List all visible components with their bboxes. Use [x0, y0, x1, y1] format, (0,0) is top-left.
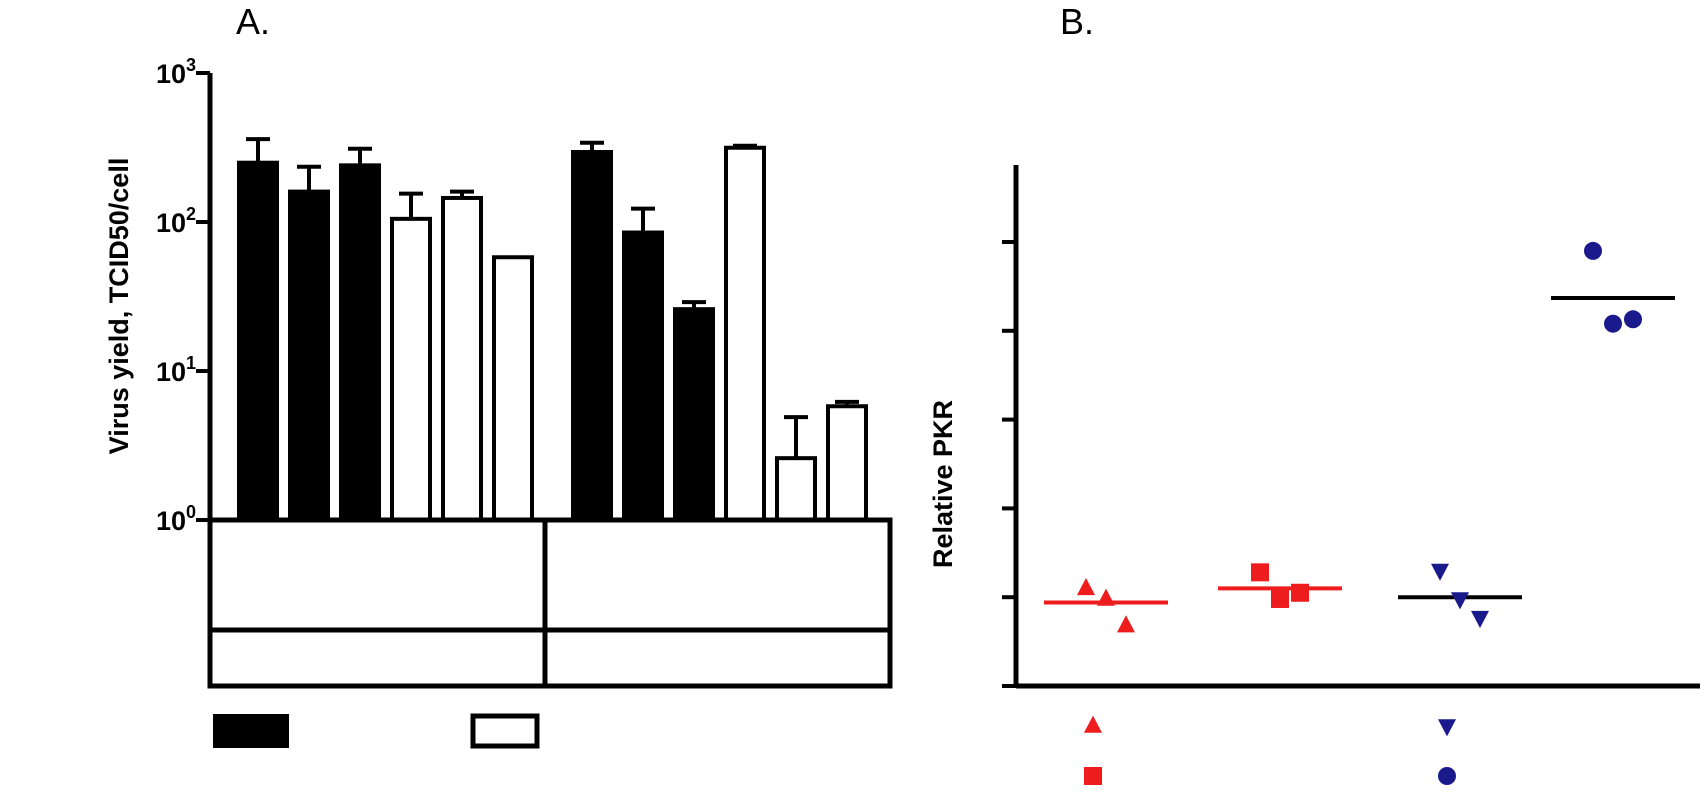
bar-group [622, 206, 664, 523]
bar [571, 149, 613, 522]
data-point [1097, 588, 1115, 606]
bar-group [492, 255, 534, 522]
panel-a-y-tick-base: 10 [156, 506, 186, 536]
panel-a-legend [213, 713, 540, 749]
scatter-group [1551, 241, 1675, 333]
panel-a-y-tick-exponent: 2 [186, 204, 196, 224]
panel-a-y-tick-exponent: 3 [186, 55, 196, 75]
panel-b-y-axis-label: Relative PKR [928, 400, 958, 568]
bar-group [571, 140, 613, 522]
legend-marker [1084, 767, 1102, 785]
scatter-group [1218, 563, 1342, 608]
bar-group [441, 189, 483, 522]
bar-group [673, 300, 715, 522]
legend-marker [1084, 715, 1102, 733]
bar [673, 307, 715, 522]
panel-b-legend [1084, 715, 1456, 785]
panel-a-condition-table [207, 517, 893, 689]
panel-a-y-tick-label: 103 [156, 55, 196, 89]
bar-group [775, 415, 817, 523]
data-point [1431, 563, 1449, 581]
scatter-group [1044, 577, 1168, 633]
data-point [1077, 577, 1095, 596]
panel-b: B. Relative PKR [928, 1, 1700, 785]
bar [492, 255, 534, 522]
panel-a-label: A. [236, 1, 270, 42]
bar [390, 216, 432, 522]
panel-a-y-tick-exponent: 0 [186, 502, 196, 522]
bar [826, 404, 868, 523]
data-point [1604, 314, 1622, 333]
panel-b-points [1044, 241, 1675, 633]
panel-a-y-tick-base: 10 [156, 59, 186, 89]
data-point [1471, 610, 1489, 628]
bar-group [390, 191, 432, 522]
panel-a-y-tick-base: 10 [156, 357, 186, 387]
table-border [207, 517, 893, 689]
panel-a-y-axis-label: Virus yield, TCID50/cell [104, 158, 134, 455]
panel-a-y-tick-label: 102 [156, 204, 196, 238]
data-point [1251, 563, 1269, 582]
panel-b-label: B. [1060, 1, 1094, 42]
legend-marker [1438, 767, 1456, 785]
bar-group [826, 399, 868, 523]
data-point [1271, 589, 1289, 608]
panel-a-y-tick-exponent: 1 [186, 353, 196, 373]
bar-group [339, 146, 381, 523]
panel-a-y-tick-label: 100 [156, 502, 196, 536]
data-point [1584, 241, 1602, 260]
panel-a-bars [237, 137, 868, 523]
bar [441, 195, 483, 522]
bar [237, 160, 279, 522]
bar [622, 230, 664, 523]
legend-swatch [470, 713, 540, 749]
legend-swatch [213, 714, 289, 748]
panel-b-axes [1002, 165, 1700, 689]
scatter-group [1398, 563, 1522, 628]
bar [775, 456, 817, 523]
bar-group [288, 164, 330, 522]
data-point [1451, 592, 1469, 610]
data-point [1117, 615, 1135, 633]
bar-group [237, 137, 279, 522]
panel-a-y-tick-base: 10 [156, 208, 186, 238]
panel-a-y-tick-label: 101 [156, 353, 196, 387]
bar [724, 145, 766, 522]
data-point [1291, 583, 1309, 602]
bar [288, 189, 330, 522]
bar [339, 163, 381, 523]
data-point [1624, 310, 1642, 329]
legend-marker [1438, 719, 1456, 737]
bar-group [724, 143, 766, 522]
